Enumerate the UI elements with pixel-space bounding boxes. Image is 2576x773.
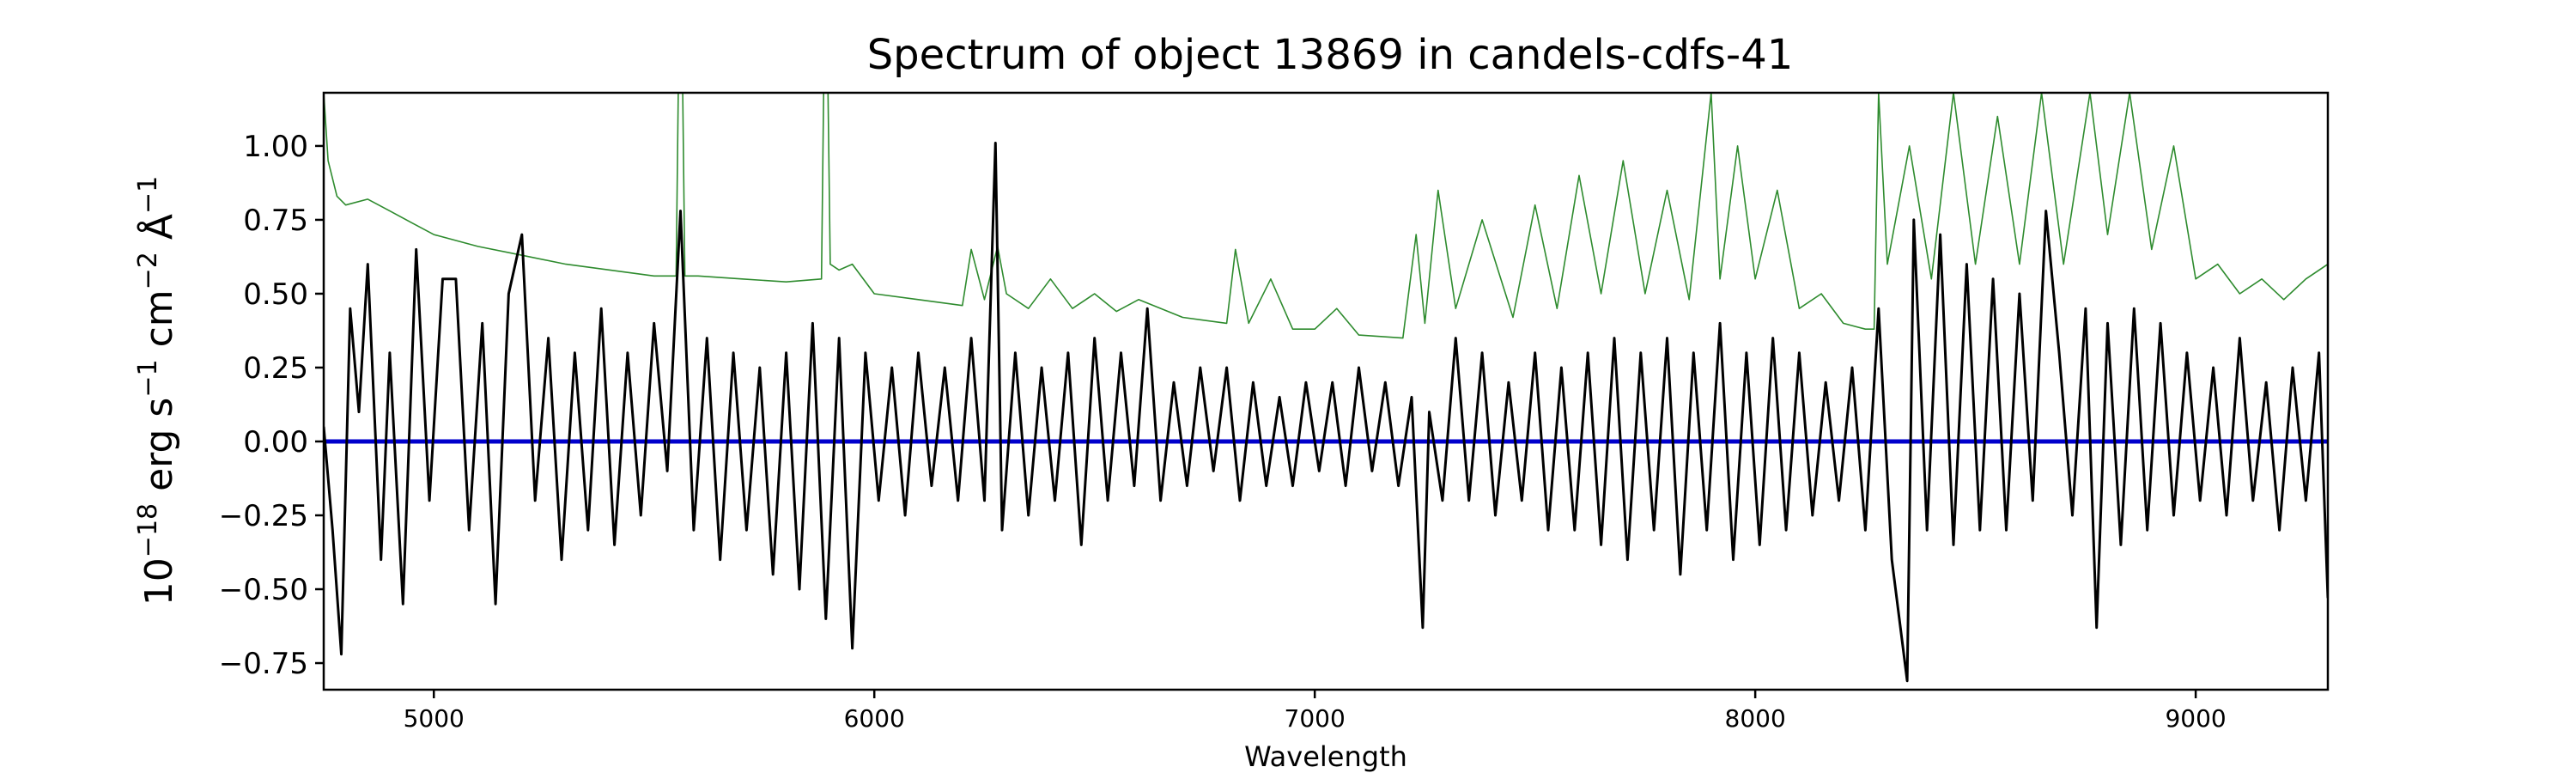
x-tick-label: 9000 bbox=[2165, 704, 2226, 733]
y-label-exp-prefix: −18 bbox=[133, 503, 163, 557]
plot-frame bbox=[322, 91, 2330, 691]
y-label-cm: cm bbox=[137, 289, 181, 359]
y-label-prefix: 10 bbox=[137, 557, 181, 606]
y-label-exp-s: −1 bbox=[133, 359, 163, 397]
y-tick-label: −0.75 bbox=[219, 647, 308, 681]
x-tick-label: 7000 bbox=[1285, 704, 1346, 733]
y-label-erg: erg s bbox=[137, 398, 181, 503]
y-tick-label: 1.00 bbox=[243, 130, 308, 164]
y-axis: −0.75 −0.50 −0.25 0.00 0.25 0.50 0.75 1.00 bbox=[219, 130, 324, 681]
y-tick-label: 0.00 bbox=[243, 425, 308, 460]
x-tick-label: 5000 bbox=[404, 704, 465, 733]
x-axis: 5000 6000 7000 8000 9000 bbox=[404, 690, 2227, 733]
series-layer bbox=[324, 93, 2328, 683]
y-tick-label: −0.50 bbox=[219, 573, 308, 607]
chart-title: Spectrum of object 13869 in candels-cdfs… bbox=[867, 31, 1794, 79]
y-tick-label: 0.75 bbox=[243, 204, 308, 238]
series-line-flux bbox=[324, 142, 2328, 683]
x-tick-label: 8000 bbox=[1725, 704, 1786, 733]
y-tick-label: 0.50 bbox=[243, 277, 308, 312]
y-label-ang: Å bbox=[136, 214, 181, 252]
y-tick-label: 0.25 bbox=[243, 351, 308, 386]
y-label-exp-ang: −1 bbox=[133, 176, 163, 214]
series-line-error bbox=[324, 93, 2328, 339]
x-axis-label: Wavelength bbox=[1244, 740, 1407, 773]
y-label-exp-cm: −2 bbox=[133, 252, 163, 289]
x-tick-label: 6000 bbox=[844, 704, 905, 733]
y-axis-label: 10−18 erg s−1 cm−2 Å−1 bbox=[133, 176, 181, 606]
y-tick-label: −0.25 bbox=[219, 499, 308, 533]
